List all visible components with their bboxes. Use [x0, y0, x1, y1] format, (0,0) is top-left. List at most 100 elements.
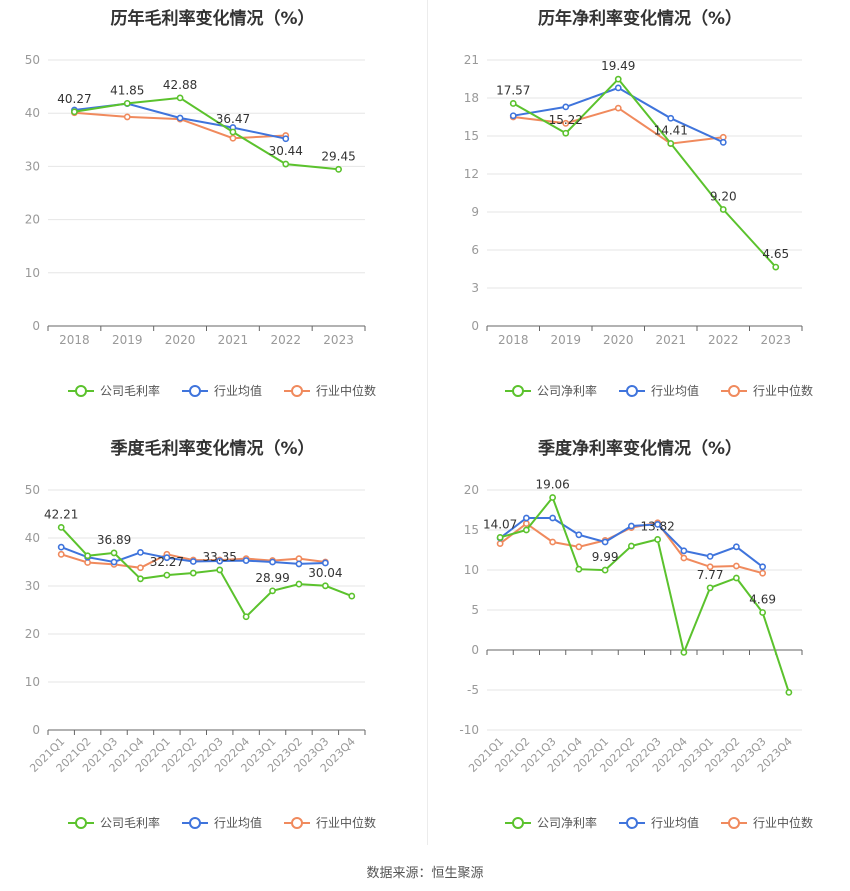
legend-item-median[interactable]: 行业中位数	[284, 382, 376, 399]
y-tick-label: 40	[25, 106, 40, 120]
series-line-company	[499, 495, 790, 693]
data-point-company	[667, 140, 675, 147]
data-point-avg	[706, 553, 714, 560]
data-point-median	[732, 562, 740, 570]
legend-item-company[interactable]: 公司毛利率	[68, 814, 160, 831]
data-point-avg	[242, 557, 250, 564]
data-point-company	[216, 566, 224, 574]
y-tick-label: 0	[471, 319, 479, 333]
y-tick-label: 20	[25, 213, 40, 227]
legend-label: 行业均值	[651, 384, 700, 398]
data-point-avg	[137, 549, 144, 556]
data-point-company	[509, 100, 517, 107]
data-point-median	[549, 538, 557, 546]
legend-label: 行业均值	[214, 816, 263, 830]
legend-item-avg[interactable]: 行业均值	[182, 814, 262, 831]
data-point-company	[282, 160, 290, 168]
legend-label: 行业中位数	[753, 384, 814, 398]
data-point-avg	[732, 543, 740, 551]
data-point-company	[137, 575, 144, 583]
data-label: 32.27	[150, 555, 184, 569]
legend-item-avg[interactable]: 行业均值	[619, 382, 699, 399]
data-point-avg	[522, 514, 530, 522]
data-point-avg	[667, 114, 675, 122]
data-point-company	[176, 94, 184, 102]
data-point-company	[163, 571, 171, 579]
data-point-avg	[719, 138, 727, 146]
y-tick-label: 15	[464, 129, 479, 143]
data-point-company	[680, 648, 688, 656]
data-label: 19.49	[601, 59, 635, 73]
data-point-company	[123, 99, 131, 107]
data-point-company	[627, 542, 635, 550]
legend-marker-icon	[182, 816, 209, 829]
data-label: 40.27	[57, 92, 91, 106]
data-point-avg	[601, 538, 609, 546]
legend-item-median[interactable]: 行业中位数	[721, 814, 813, 831]
data-point-company	[71, 108, 78, 116]
legend-item-company[interactable]: 公司净利率	[505, 814, 597, 831]
data-point-avg	[110, 558, 118, 566]
y-tick-label: 20	[464, 483, 479, 497]
data-point-company	[706, 584, 714, 592]
y-tick-label: 50	[25, 53, 40, 67]
data-point-avg	[654, 521, 662, 528]
data-point-avg	[759, 563, 767, 571]
chart-title: 历年毛利率变化情况（%）	[110, 9, 315, 29]
x-tick-label: 2023	[760, 333, 791, 347]
data-point-company	[562, 129, 570, 137]
y-tick-label: 0	[32, 723, 40, 737]
y-tick-label: 20	[25, 627, 40, 641]
data-point-company	[269, 587, 276, 595]
series-line-company	[74, 96, 339, 171]
data-point-company	[772, 263, 780, 271]
legend-marker-icon	[721, 384, 748, 397]
series-line-company	[512, 77, 777, 268]
y-tick-label: 10	[25, 675, 40, 689]
data-point-avg	[562, 103, 570, 111]
data-point-avg	[176, 114, 184, 122]
data-label: 9.20	[710, 189, 737, 203]
data-point-median	[496, 540, 504, 547]
legend-item-avg[interactable]: 行业均值	[182, 382, 262, 399]
legend-item-median[interactable]: 行业中位数	[721, 382, 813, 399]
data-label: 19.06	[535, 478, 569, 492]
data-label: 4.69	[749, 592, 776, 606]
legend-item-median[interactable]: 行业中位数	[284, 814, 376, 831]
data-point-median	[614, 104, 622, 112]
data-label: 30.44	[269, 144, 303, 158]
data-point-median	[123, 113, 131, 121]
quarterly-net-margin-chart: -10-5051015202021Q12021Q22021Q32021Q4202…	[459, 478, 803, 775]
y-tick-label: 12	[464, 167, 479, 181]
y-tick-label: 30	[25, 579, 40, 593]
series-line-median	[513, 107, 724, 145]
data-point-avg	[575, 531, 583, 539]
legend-label: 公司毛利率	[100, 816, 161, 830]
data-point-company	[110, 549, 118, 557]
legend-marker-icon	[619, 816, 646, 829]
data-point-avg	[57, 543, 65, 551]
data-point-company	[189, 569, 197, 577]
x-tick-label: 2022	[270, 333, 301, 347]
legend-item-company[interactable]: 公司净利率	[505, 382, 597, 399]
data-point-company	[522, 526, 530, 534]
data-point-company	[575, 565, 583, 573]
legend-item-avg[interactable]: 行业均值	[619, 814, 699, 831]
data-point-avg	[509, 112, 517, 120]
data-point-avg	[269, 558, 276, 566]
chart-legend: 公司毛利率 行业均值 行业中位数	[68, 382, 398, 399]
data-point-avg	[282, 135, 290, 143]
legend-marker-icon	[619, 384, 646, 397]
data-label: 42.88	[163, 78, 197, 92]
data-point-avg	[295, 560, 303, 568]
x-tick-label: 2020	[603, 333, 634, 347]
y-tick-label: 9	[471, 205, 479, 219]
data-point-median	[575, 543, 583, 551]
chart-legend: 公司毛利率 行业均值 行业中位数	[68, 814, 398, 831]
annual-net-margin-panel: 历年净利率变化情况（%） 0 3 6 9 12 15 18 21 2018 2019 2020 202…	[430, 0, 850, 420]
legend-item-company[interactable]: 公司毛利率	[68, 382, 160, 399]
legend-marker-icon	[505, 816, 531, 829]
x-tick-label: 2022	[708, 333, 739, 347]
data-point-median	[137, 564, 144, 572]
data-point-median	[229, 134, 237, 142]
